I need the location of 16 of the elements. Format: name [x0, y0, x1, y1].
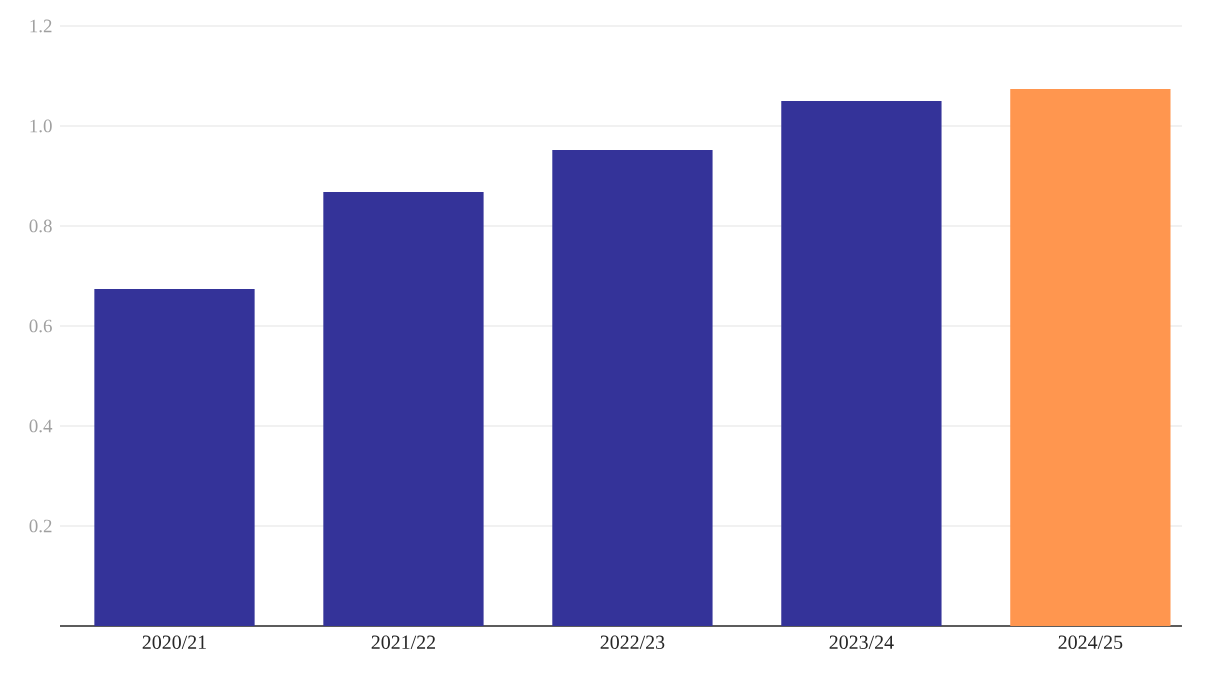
y-tick-label: 0.4: [29, 419, 53, 433]
bar: [94, 289, 255, 626]
y-tick-label: 0.6: [29, 319, 52, 333]
bar: [552, 150, 713, 626]
x-tick-label: 2020/21: [142, 635, 206, 649]
x-tick-label: 2021/22: [371, 635, 436, 649]
x-tick-label: 2023/24: [829, 635, 894, 649]
bar: [323, 192, 484, 626]
bar: [1010, 89, 1171, 626]
y-tick-label: 1.0: [30, 119, 52, 133]
bar: [781, 101, 942, 626]
x-tick-label: 2024/25: [1058, 635, 1123, 649]
x-tick-label: 2022/23: [600, 635, 665, 649]
y-tick-label: 1.2: [30, 19, 52, 33]
y-tick-label: 0.2: [29, 519, 52, 533]
y-tick-label: 0.8: [29, 219, 52, 233]
